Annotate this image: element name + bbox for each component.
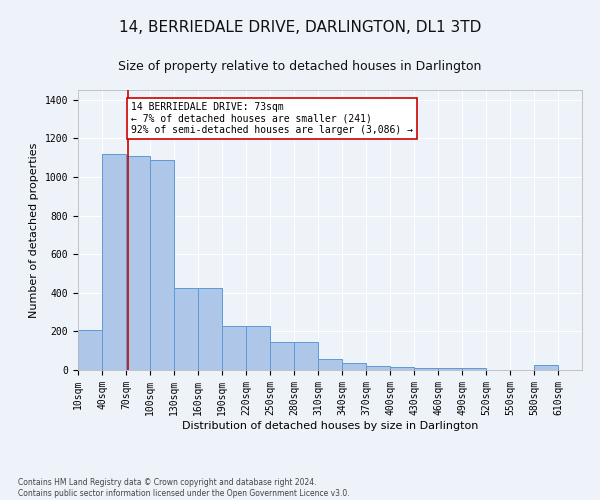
Bar — [222, 326, 246, 370]
Bar — [150, 160, 174, 370]
Bar — [126, 156, 150, 370]
Text: 14 BERRIEDALE DRIVE: 73sqm
← 7% of detached houses are smaller (241)
92% of semi: 14 BERRIEDALE DRIVE: 73sqm ← 7% of detac… — [131, 102, 413, 135]
Y-axis label: Number of detached properties: Number of detached properties — [29, 142, 39, 318]
Bar — [78, 330, 102, 370]
Text: Contains HM Land Registry data © Crown copyright and database right 2024.
Contai: Contains HM Land Registry data © Crown c… — [18, 478, 350, 498]
Text: 14, BERRIEDALE DRIVE, DARLINGTON, DL1 3TD: 14, BERRIEDALE DRIVE, DARLINGTON, DL1 3T… — [119, 20, 481, 35]
Bar — [534, 365, 558, 370]
Bar — [414, 368, 438, 370]
Bar — [438, 368, 462, 370]
Bar — [318, 360, 342, 370]
X-axis label: Distribution of detached houses by size in Darlington: Distribution of detached houses by size … — [182, 420, 478, 430]
Bar — [246, 326, 270, 370]
Bar — [462, 368, 486, 370]
Bar — [198, 288, 222, 370]
Bar — [390, 367, 414, 370]
Bar — [174, 288, 198, 370]
Bar — [366, 366, 390, 370]
Bar — [102, 154, 126, 370]
Bar — [270, 342, 294, 370]
Bar — [342, 363, 366, 370]
Bar — [294, 342, 318, 370]
Text: Size of property relative to detached houses in Darlington: Size of property relative to detached ho… — [118, 60, 482, 73]
